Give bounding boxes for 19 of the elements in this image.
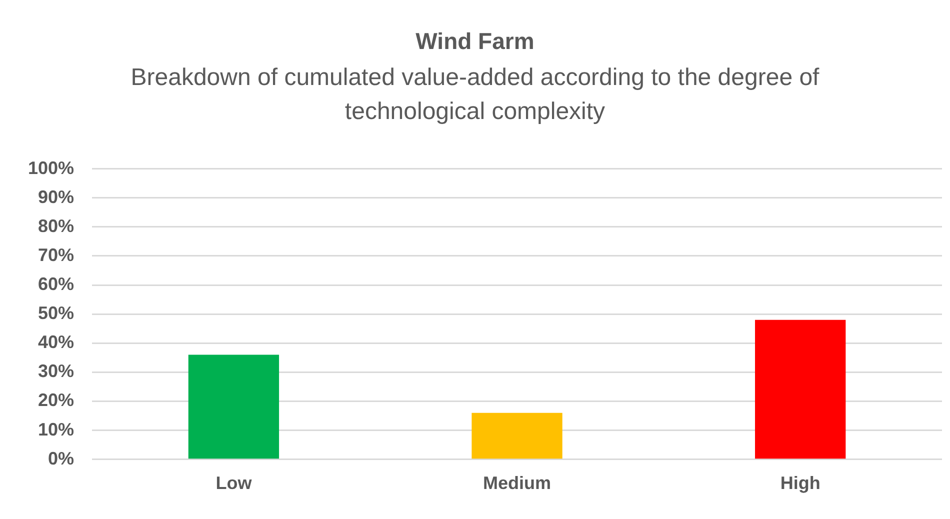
y-tick-label: 0% (48, 448, 74, 468)
y-tick-label: 10% (38, 419, 74, 440)
x-tick-label: Medium (483, 473, 552, 494)
x-tick-label: High (780, 473, 820, 494)
bar (755, 320, 846, 459)
bar (472, 412, 562, 459)
y-tick-label: 30% (38, 361, 74, 382)
y-tick-label: 60% (38, 274, 74, 294)
y-tick-label: 100% (28, 158, 74, 178)
chart-title: Wind Farm (414, 27, 536, 55)
chart-subtitle: Breakdown of cumulated value-added according to the degree of technological complexity (130, 63, 820, 127)
y-tick-label: 80% (38, 216, 74, 236)
bar (188, 354, 280, 459)
y-tick-label: 90% (38, 186, 74, 207)
y-tick-label: 50% (38, 303, 74, 324)
y-tick-label: 20% (38, 390, 74, 410)
y-tick-label: 70% (38, 244, 74, 265)
x-tick-label: Low (216, 473, 253, 494)
y-tick-label: 40% (38, 332, 74, 352)
